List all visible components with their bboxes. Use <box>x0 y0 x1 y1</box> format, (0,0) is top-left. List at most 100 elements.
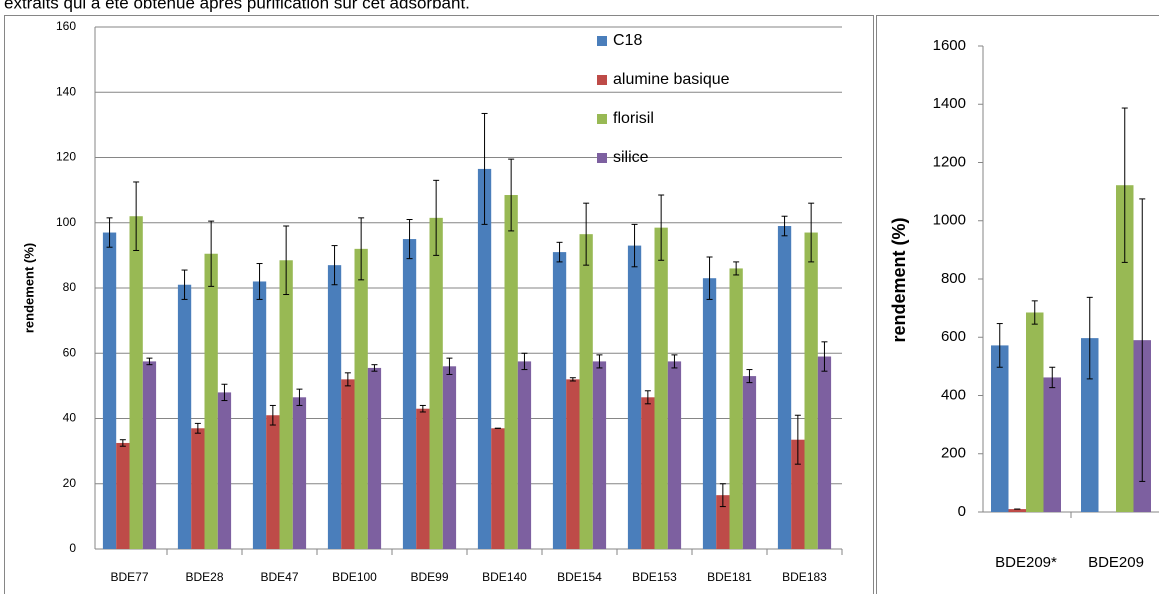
bar <box>991 345 1009 512</box>
x-tick-label: BDE140 <box>482 570 527 584</box>
x-tick-label: BDE183 <box>782 570 827 584</box>
legend-label: C18 <box>613 32 642 49</box>
bar <box>217 392 232 549</box>
error-bar <box>733 261 740 276</box>
y-tick-label: 200 <box>941 445 966 462</box>
bar <box>116 442 130 549</box>
error-bar <box>1049 366 1056 389</box>
y-tick-label: 0 <box>69 541 76 555</box>
y-tick-label: 800 <box>941 270 966 287</box>
bar <box>252 281 267 549</box>
bar <box>477 168 492 549</box>
y-tick-label: 140 <box>56 84 76 98</box>
x-tick-label: BDE100 <box>332 570 377 584</box>
error-bar <box>106 217 113 248</box>
bar <box>742 376 757 549</box>
error-bar <box>481 112 488 225</box>
bar <box>367 367 382 549</box>
error-bar <box>181 269 188 300</box>
bar <box>402 239 417 549</box>
x-tick-label: BDE181 <box>707 570 752 584</box>
error-bar <box>269 404 276 426</box>
error-bar <box>631 223 638 268</box>
legend-swatch <box>597 75 607 85</box>
bar <box>292 397 307 549</box>
y-tick-label: 20 <box>63 476 77 490</box>
error-bar <box>1139 198 1146 482</box>
error-bar <box>521 352 528 371</box>
bar <box>266 415 280 549</box>
caption: extraits qui a été obtenue après purific… <box>4 0 470 12</box>
legend-label: alumine basique <box>613 71 730 88</box>
error-bar <box>996 323 1003 368</box>
legend-swatch <box>597 153 607 163</box>
bar <box>517 361 532 549</box>
bar <box>279 260 293 549</box>
bar <box>654 227 668 550</box>
error-bar <box>658 194 665 261</box>
y-tick-label: 120 <box>56 150 76 164</box>
error-bar <box>283 225 290 296</box>
x-tick-label: BDE99 <box>410 570 448 584</box>
bar <box>429 217 443 549</box>
bar <box>702 278 717 549</box>
error-bar <box>746 369 753 384</box>
y-tick-label: 0 <box>958 503 966 520</box>
y-tick-label: 100 <box>56 215 76 229</box>
y-tick-label: 60 <box>63 345 77 359</box>
error-bar <box>331 245 338 286</box>
y-tick-label: 40 <box>63 411 77 425</box>
y-axis-label: rendement (%) <box>21 243 36 333</box>
error-bar <box>419 404 426 413</box>
error-bar <box>644 390 651 405</box>
chart-frame <box>876 15 1159 594</box>
x-tick-label: BDE154 <box>557 570 602 584</box>
bar <box>1116 185 1134 512</box>
x-tick-label: BDE209 <box>1088 554 1144 571</box>
bar <box>627 245 642 549</box>
error-bar <box>569 377 576 382</box>
error-bar <box>133 181 140 251</box>
y-tick-label: 1200 <box>933 153 966 170</box>
y-axis-label: rendement (%) <box>889 217 909 342</box>
bar <box>667 361 682 549</box>
error-bar <box>194 422 201 434</box>
error-bar <box>433 179 440 256</box>
error-bar <box>781 215 788 237</box>
error-bar <box>1031 300 1038 325</box>
x-tick-label: BDE153 <box>632 570 677 584</box>
bar <box>354 248 368 549</box>
y-tick-label: 400 <box>941 386 966 403</box>
y-tick-label: 80 <box>63 280 77 294</box>
legend-swatch <box>597 114 607 124</box>
bar <box>327 265 342 549</box>
legend-label: silice <box>613 149 649 166</box>
bar <box>442 366 457 549</box>
bar <box>204 253 218 549</box>
error-bar <box>256 263 263 300</box>
y-tick-label: 1600 <box>933 37 966 54</box>
bar <box>177 284 192 549</box>
legend-label: florisil <box>613 110 654 127</box>
error-bar <box>1086 296 1093 380</box>
y-tick-label: 160 <box>56 19 76 33</box>
error-bar <box>221 383 228 402</box>
error-bar <box>719 483 726 508</box>
legend-swatch <box>597 36 607 46</box>
bar <box>191 428 205 549</box>
error-bar <box>1121 107 1128 263</box>
bar <box>1043 377 1061 512</box>
bar <box>552 252 567 550</box>
error-bar <box>583 202 590 266</box>
x-tick-label: BDE28 <box>185 570 223 584</box>
error-bar <box>358 217 365 281</box>
error-bar <box>808 202 815 263</box>
bar <box>641 397 655 549</box>
bar <box>791 439 805 549</box>
bar <box>716 495 730 549</box>
error-bar <box>556 241 563 263</box>
y-tick-label: 600 <box>941 328 966 345</box>
bar <box>1008 509 1026 512</box>
